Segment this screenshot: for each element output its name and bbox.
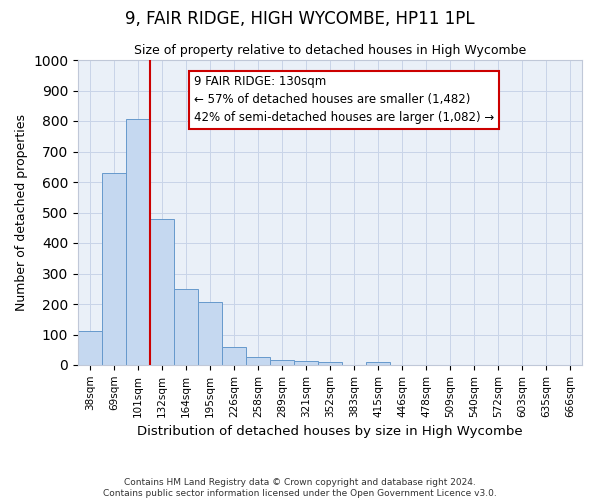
Text: 9 FAIR RIDGE: 130sqm
← 57% of detached houses are smaller (1,482)
42% of semi-de: 9 FAIR RIDGE: 130sqm ← 57% of detached h…: [194, 75, 494, 124]
Y-axis label: Number of detached properties: Number of detached properties: [14, 114, 28, 311]
Bar: [126, 120, 150, 365]
Text: 9, FAIR RIDGE, HIGH WYCOMBE, HP11 1PL: 9, FAIR RIDGE, HIGH WYCOMBE, HP11 1PL: [125, 10, 475, 28]
Bar: [102, 173, 126, 365]
Bar: [78, 332, 102, 365]
Bar: [246, 357, 270, 365]
Title: Size of property relative to detached houses in High Wycombe: Size of property relative to detached ho…: [134, 44, 526, 58]
Text: Contains HM Land Registry data © Crown copyright and database right 2024.
Contai: Contains HM Land Registry data © Crown c…: [103, 478, 497, 498]
Bar: [270, 360, 294, 365]
Bar: [318, 362, 342, 365]
Bar: [366, 362, 390, 365]
X-axis label: Distribution of detached houses by size in High Wycombe: Distribution of detached houses by size …: [137, 425, 523, 438]
Bar: [174, 289, 198, 365]
Bar: [198, 302, 222, 365]
Bar: [222, 346, 246, 365]
Bar: [150, 218, 174, 365]
Bar: [294, 362, 318, 365]
